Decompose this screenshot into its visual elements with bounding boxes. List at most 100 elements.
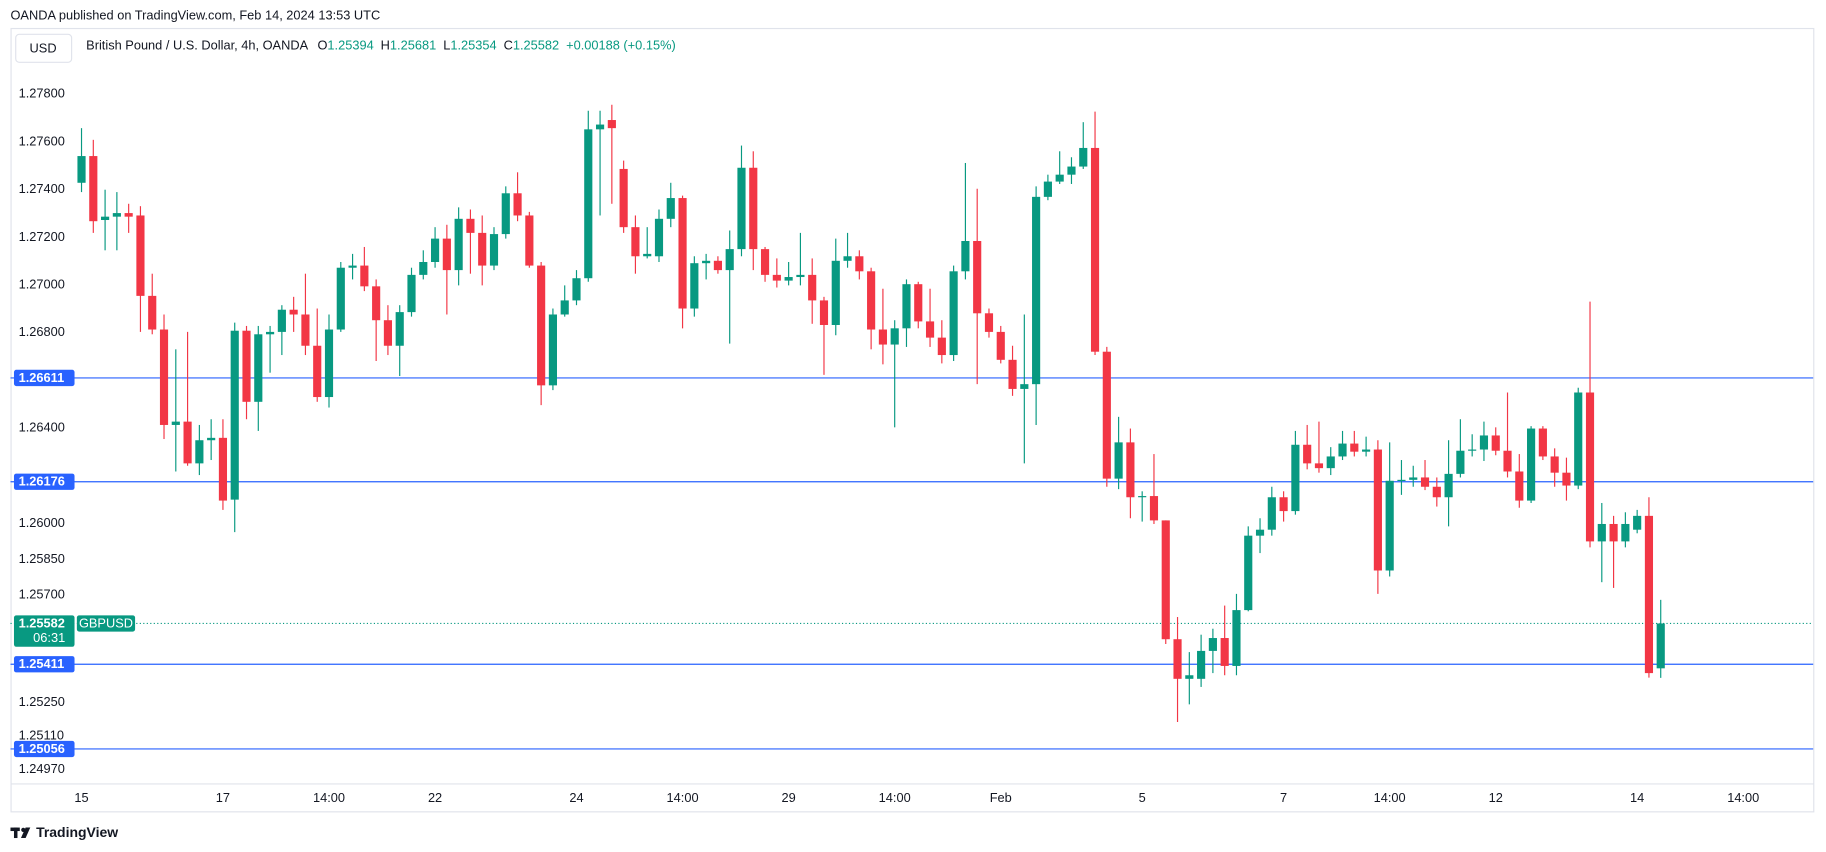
candle-body xyxy=(631,227,640,257)
candle-body xyxy=(1621,523,1630,542)
candle-body xyxy=(1126,442,1135,498)
legend-prefix: H xyxy=(381,38,390,53)
candle-body xyxy=(925,321,935,338)
candle-body xyxy=(1197,650,1206,679)
candle-body xyxy=(1373,449,1382,571)
candle-body xyxy=(1538,428,1547,457)
candle-body xyxy=(348,265,357,268)
candle-body xyxy=(360,265,369,287)
legend-value: 1.25582 xyxy=(513,38,559,53)
candle-body xyxy=(1350,443,1359,452)
candle-body xyxy=(1114,442,1123,479)
candle-body xyxy=(336,267,345,330)
candle-body xyxy=(77,156,86,183)
candle-body xyxy=(89,156,98,222)
candle-body xyxy=(1326,456,1335,469)
candle-body xyxy=(843,256,852,261)
candle-body xyxy=(466,218,475,233)
x-tick-label: 14:00 xyxy=(879,790,911,805)
candle-body xyxy=(831,260,840,325)
x-tick-label: 14:00 xyxy=(313,790,345,805)
x-tick-label: Feb xyxy=(990,790,1012,805)
y-tick-label: 1.25110 xyxy=(19,727,64,742)
level-label-box xyxy=(13,369,75,387)
candle-body xyxy=(266,331,275,335)
candle-body xyxy=(749,167,758,250)
candle-body xyxy=(301,314,310,346)
candle-body xyxy=(996,331,1005,360)
candle-body xyxy=(725,249,734,271)
candle-body xyxy=(1644,515,1654,674)
level-label: 1.26176 xyxy=(19,474,65,489)
candle-body xyxy=(277,309,286,332)
candle-body xyxy=(584,129,593,279)
candle-body xyxy=(1102,351,1111,479)
candle-body xyxy=(1149,496,1159,521)
y-tick-label: 1.27200 xyxy=(19,229,65,244)
candle-body xyxy=(489,234,499,266)
currency-button[interactable] xyxy=(15,33,73,63)
candle-body xyxy=(772,274,781,281)
symbol-label: GBPUSD xyxy=(79,615,133,630)
legend-prefix: L xyxy=(443,38,450,53)
candle-body xyxy=(1432,486,1441,498)
x-tick-label: 14:00 xyxy=(1374,790,1406,805)
candle-body xyxy=(1550,456,1559,473)
x-tick-label: 15 xyxy=(74,790,88,805)
candle-body xyxy=(690,263,699,309)
candle-body xyxy=(1468,449,1477,451)
candle-body xyxy=(1420,477,1430,487)
candle-body xyxy=(1491,435,1500,451)
candle-body xyxy=(419,261,428,275)
x-tick-label: 5 xyxy=(1139,790,1146,805)
candle-body xyxy=(713,260,722,271)
legend: British Pound / U.S. Dollar, 4h, OANDA O1… xyxy=(86,38,676,53)
candle-body xyxy=(1338,443,1347,457)
candle-body xyxy=(254,334,263,402)
candle-body xyxy=(1291,444,1300,512)
candle-body xyxy=(1255,529,1265,536)
y-tick-label: 1.26000 xyxy=(19,515,65,530)
candle-body xyxy=(607,120,616,129)
candle-body xyxy=(643,253,652,257)
candle-body xyxy=(1008,359,1017,389)
candle-body xyxy=(1362,449,1371,452)
candle-body xyxy=(1043,181,1052,197)
level-label: 1.25411 xyxy=(19,656,65,671)
candle-body xyxy=(1185,675,1194,679)
candle-body xyxy=(760,249,770,275)
candle-body xyxy=(207,437,216,441)
candle-body xyxy=(808,274,817,301)
publisher: OANDA published on TradingView.com, Feb … xyxy=(10,8,380,23)
candle-body xyxy=(1503,450,1512,472)
candle-body xyxy=(1397,479,1406,481)
x-tick-label: 14:00 xyxy=(1727,790,1759,805)
price-label: 1.25582 xyxy=(19,615,65,630)
x-tick-label: 24 xyxy=(569,790,583,805)
candle-body xyxy=(1597,523,1606,542)
footer-brand: TradingView xyxy=(36,824,118,840)
candle-body xyxy=(1055,174,1064,182)
y-tick-label: 1.26800 xyxy=(19,324,65,339)
candle-body xyxy=(1562,472,1571,486)
y-tick-label: 1.27000 xyxy=(19,277,65,292)
candle-body xyxy=(654,218,664,257)
candle-body xyxy=(1208,638,1217,651)
y-tick-label: 1.25850 xyxy=(19,551,65,566)
candle-body xyxy=(678,198,687,309)
candle-body xyxy=(1138,496,1147,498)
candle-body xyxy=(961,241,970,272)
candle-body xyxy=(183,421,192,464)
x-tick-label: 12 xyxy=(1489,790,1503,805)
candle-body xyxy=(737,167,746,250)
candle-body xyxy=(572,278,581,301)
candle-body xyxy=(819,300,829,325)
candle-body xyxy=(855,256,864,272)
symbol-label-box xyxy=(76,615,136,632)
candle-body xyxy=(478,232,487,266)
x-tick-label: 29 xyxy=(782,790,796,805)
legend-prefix: C xyxy=(504,38,513,53)
